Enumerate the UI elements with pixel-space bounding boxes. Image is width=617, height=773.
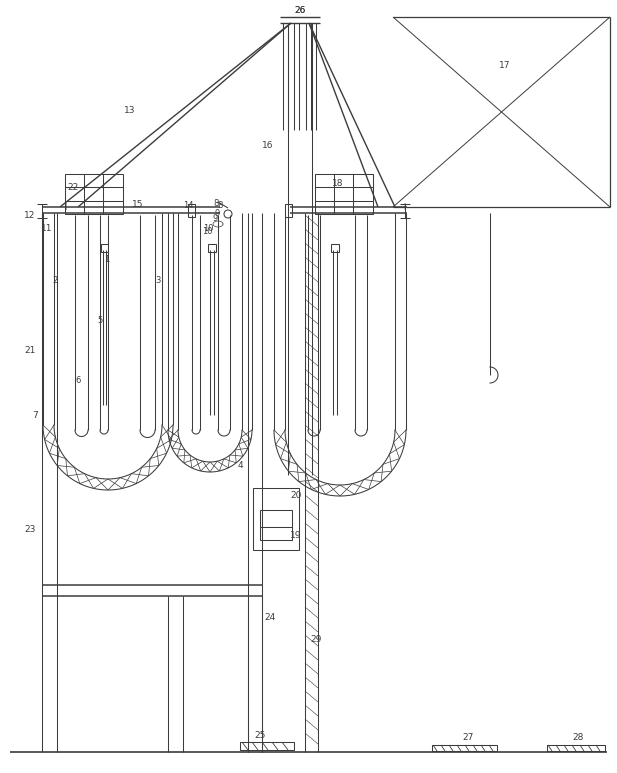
Bar [547,745,605,751]
Text: 15: 15 [132,199,144,209]
Bar [101,244,108,252]
Text: 20: 20 [291,491,302,499]
Text: I: I [403,203,405,212]
Text: 25: 25 [254,731,266,741]
Text: 6: 6 [75,376,81,384]
Bar [432,745,497,751]
Bar [315,174,373,214]
Text: 9: 9 [214,209,220,217]
Text: 11: 11 [41,223,52,233]
Text: 26: 26 [294,5,305,15]
Text: 24: 24 [264,614,276,622]
Bar [331,244,339,252]
Text: 7: 7 [32,410,38,420]
Text: 8: 8 [213,199,218,207]
Text: 9: 9 [212,213,218,223]
Text: 22: 22 [67,182,78,192]
Text: 29: 29 [310,635,321,645]
Text: 1: 1 [104,256,110,264]
Text: 18: 18 [332,179,344,188]
Text: 12: 12 [24,210,36,220]
Text: 17: 17 [499,60,511,70]
Text: 21: 21 [24,346,36,355]
Bar [65,174,123,214]
Text: 26: 26 [294,5,305,15]
Text: 3: 3 [155,275,160,284]
Text: 23: 23 [24,526,36,534]
Text: 13: 13 [124,105,136,114]
Text: 5: 5 [97,315,102,325]
Bar [240,742,294,750]
Text: 16: 16 [262,141,274,149]
Bar [188,204,195,217]
Text: 27: 27 [462,734,474,743]
Text: 28: 28 [573,734,584,743]
Text: 19: 19 [290,530,302,540]
Text: 4: 4 [237,461,243,469]
Text: I: I [64,203,66,212]
Text: 8: 8 [217,200,223,209]
Text: 2: 2 [52,275,57,284]
Bar [208,244,216,252]
Bar [260,510,292,540]
Text: 14: 14 [183,200,193,209]
Text: 10: 10 [203,223,213,233]
Bar [253,488,299,550]
Text: 10: 10 [202,226,212,236]
Bar [285,204,292,217]
